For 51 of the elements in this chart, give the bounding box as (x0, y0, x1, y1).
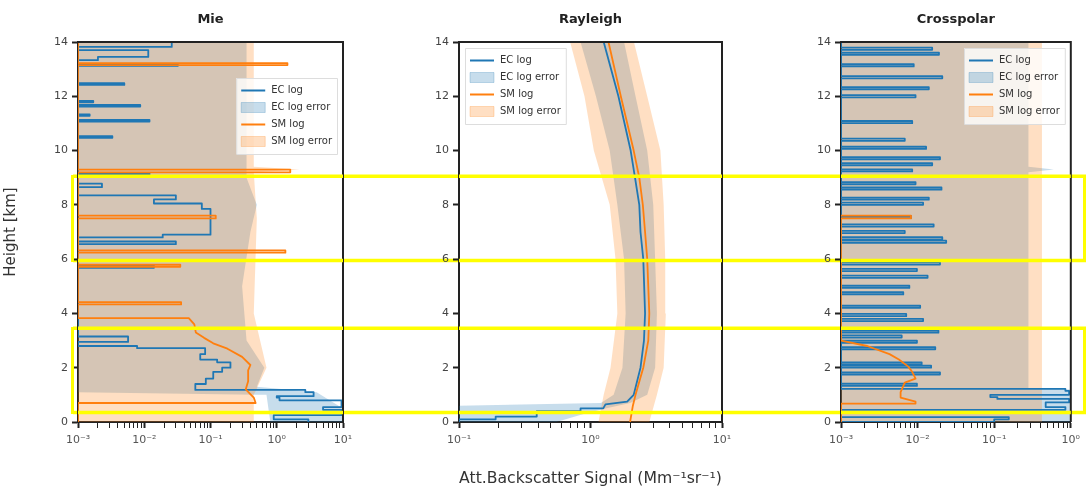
y-tick-label: 0 (442, 414, 449, 428)
legend-label: SM log (999, 88, 1033, 100)
legend-label: SM log (500, 88, 534, 100)
x-tick-label: 10⁻¹ (982, 433, 1007, 447)
x-tick-label: 10⁻³ (828, 433, 854, 447)
legend-label: SM log error (500, 105, 562, 117)
legend-label: EC log (500, 54, 532, 66)
y-tick-label: 2 (442, 360, 449, 374)
legend-label: EC log error (271, 101, 332, 113)
y-tick-label: 0 (61, 414, 68, 428)
y-tick-label: 4 (61, 306, 68, 320)
x-tick-label: 10⁻² (905, 433, 930, 447)
y-tick-label: 10 (435, 143, 449, 157)
y-tick-label: 10 (54, 143, 68, 157)
y-tick-label: 14 (817, 34, 831, 48)
legend-label: SM log (271, 118, 305, 130)
legend-label: EC log error (500, 71, 560, 83)
chart-title: Rayleigh (558, 11, 623, 27)
x-tick-label: 10⁰ (1061, 433, 1081, 447)
y-tick-label: 4 (442, 306, 449, 320)
x-tick-label: 10⁰ (267, 433, 287, 447)
y-tick-label: 10 (817, 143, 831, 157)
y-tick-label: 2 (824, 360, 831, 374)
y-tick-label: 8 (824, 197, 831, 211)
legend-label: SM log error (999, 105, 1061, 117)
x-tick-label: 10⁻² (132, 433, 157, 447)
chart-title: Mie (197, 11, 224, 27)
legend-label: EC log error (999, 71, 1060, 83)
y-tick-label: 0 (824, 414, 831, 428)
y-tick-label: 8 (442, 197, 449, 211)
y-tick-label: 12 (817, 89, 831, 103)
x-axis-title: Att.Backscatter Signal (Mm⁻¹sr⁻¹) (459, 467, 722, 487)
chart-title: Crosspolar (916, 11, 996, 27)
x-tick-label: 10¹ (712, 433, 732, 447)
x-tick-label: 10⁻¹ (198, 433, 223, 447)
x-tick-label: 10⁰ (581, 433, 601, 447)
x-tick-label: 10⁻¹ (446, 433, 472, 447)
y-tick-label: 2 (61, 360, 68, 374)
legend-label: EC log (271, 84, 303, 96)
x-tick-label: 10¹ (333, 433, 353, 447)
y-tick-label: 14 (54, 34, 68, 48)
y-tick-label: 12 (54, 89, 68, 103)
legend-label: SM log error (271, 135, 333, 147)
y-tick-label: 4 (824, 306, 831, 320)
y-axis-title: Height [km] (0, 187, 19, 277)
y-tick-label: 6 (61, 252, 68, 265)
legend-label: EC log (999, 54, 1031, 66)
y-tick-label: 14 (435, 34, 449, 48)
y-tick-label: 12 (435, 89, 449, 103)
y-tick-label: 8 (61, 197, 68, 211)
x-tick-label: 10⁻³ (65, 433, 91, 447)
